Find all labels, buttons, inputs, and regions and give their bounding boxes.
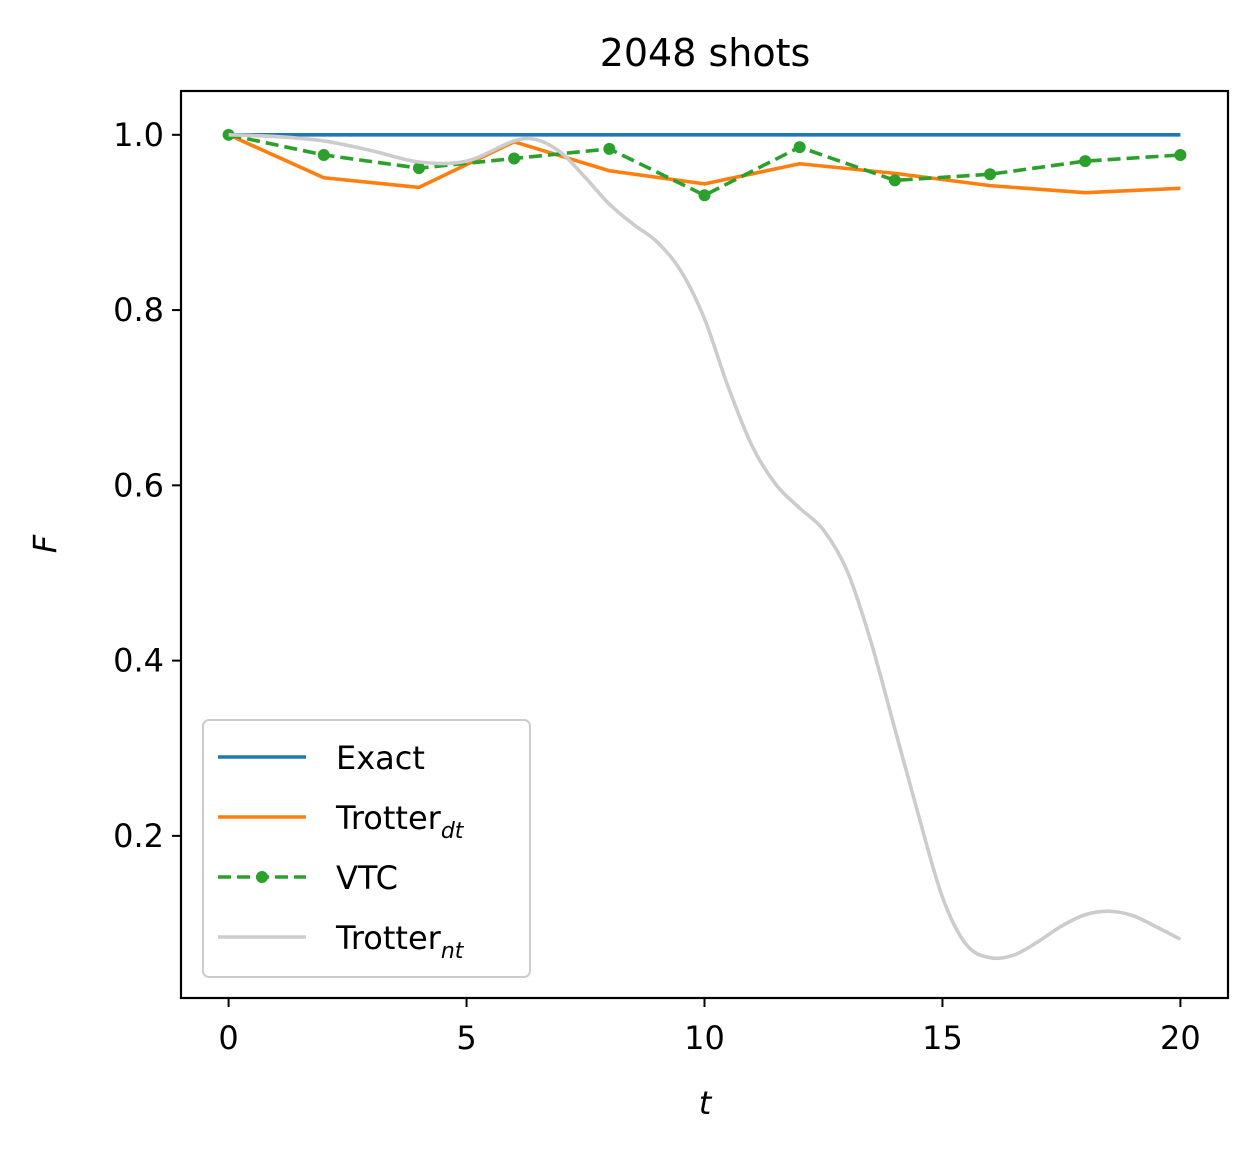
- x-tick-label: 20: [1160, 1019, 1201, 1057]
- data-point-vtc: [793, 141, 806, 154]
- x-tick-label: 5: [456, 1019, 476, 1057]
- series-line-trotter-dt: [227, 133, 1181, 195]
- legend: Exact Trotterdt VTC Trotternt: [202, 719, 531, 978]
- y-tick-label: 1.0: [113, 116, 164, 154]
- legend-label: Trotternt: [335, 919, 465, 964]
- legend-marker: [256, 871, 268, 883]
- data-point-vtc: [888, 174, 901, 187]
- data-point-vtc: [317, 148, 330, 161]
- legend-label: VTC: [336, 859, 398, 897]
- y-axis-label: F: [26, 534, 64, 553]
- data-point-vtc: [603, 142, 616, 155]
- legend-label: Exact: [336, 739, 425, 777]
- x-tick-label: 10: [684, 1019, 725, 1057]
- data-point-vtc: [984, 168, 997, 181]
- plot-area: 0 5 10 15 20 0.2 0.4 0.6 0.8 1.0: [113, 89, 1230, 1057]
- legend-box: [202, 719, 531, 978]
- data-point-vtc: [508, 152, 521, 165]
- data-point-vtc: [1174, 148, 1187, 161]
- y-tick-label: 0.2: [113, 817, 164, 855]
- data-point-vtc: [698, 189, 711, 202]
- series-line-trotter-nt: [228, 133, 1182, 961]
- y-tick-label: 0.8: [113, 291, 164, 329]
- y-tick-label: 0.6: [113, 466, 164, 504]
- legend-label: Trotterdt: [335, 799, 465, 844]
- series-line-vtc: [228, 133, 1181, 198]
- y-tick-label: 0.4: [113, 642, 164, 680]
- x-tick-label: 15: [922, 1019, 963, 1057]
- data-point-vtc: [1079, 155, 1092, 168]
- x-tick-label: 0: [218, 1019, 238, 1057]
- x-axis-label: t: [699, 1084, 713, 1122]
- data-point-vtc: [412, 162, 425, 175]
- chart-title: 2048 shots: [600, 31, 811, 75]
